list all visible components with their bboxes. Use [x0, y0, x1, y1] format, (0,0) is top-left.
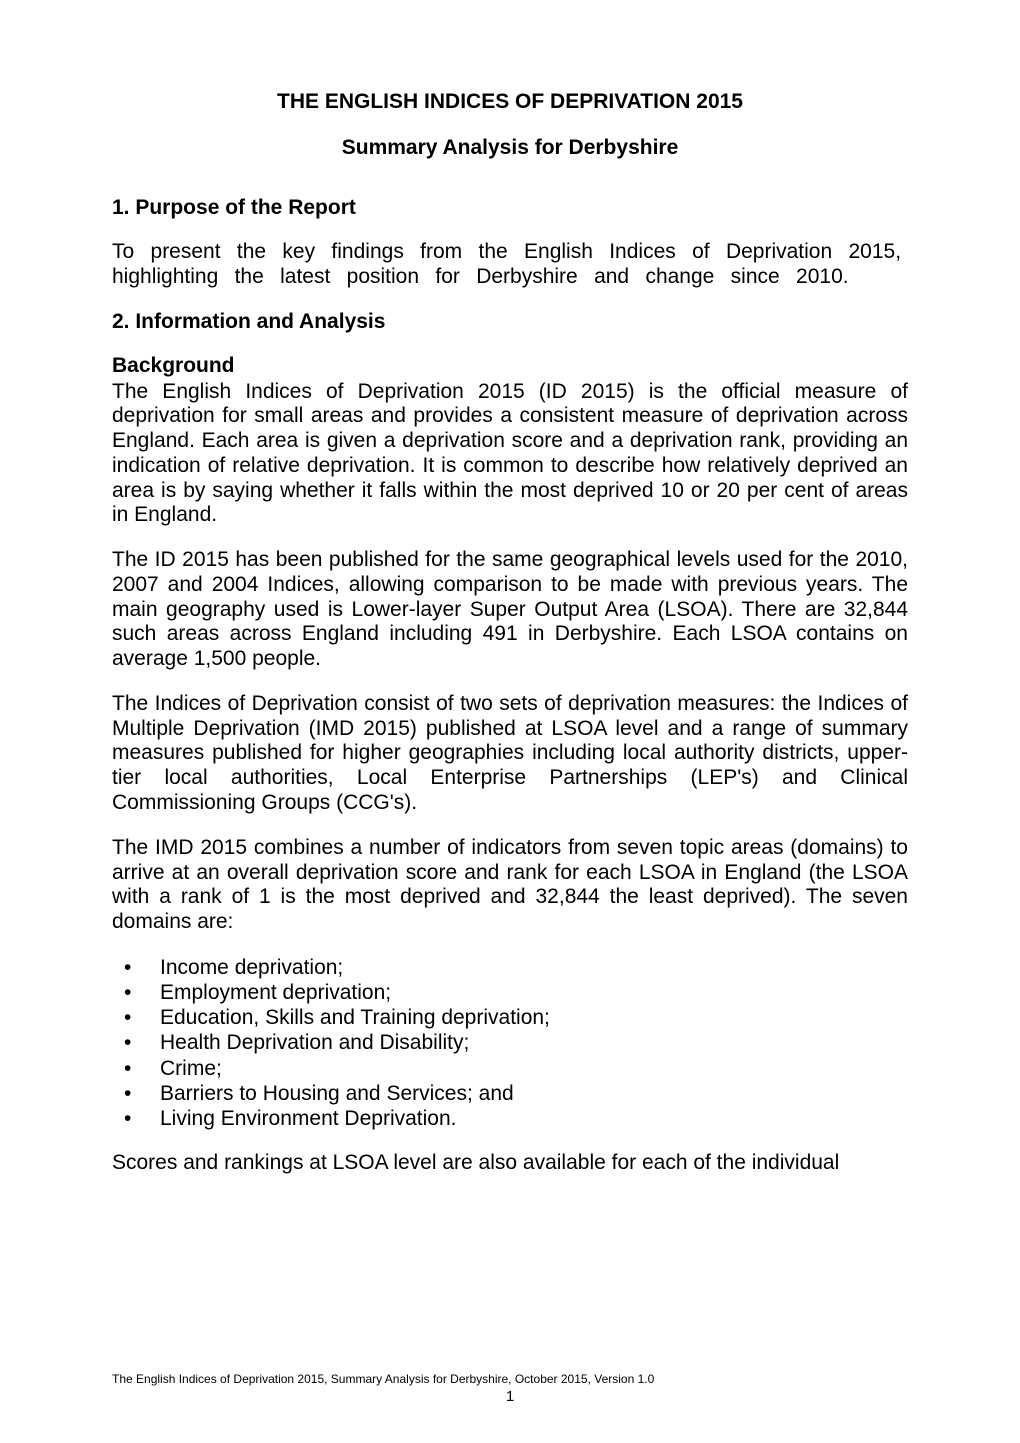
list-item: Crime; — [112, 1056, 908, 1081]
background-para-4: The IMD 2015 combines a number of indica… — [112, 836, 908, 935]
section-2-heading: 2. Information and Analysis — [112, 310, 908, 334]
background-para-5: Scores and rankings at LSOA level are al… — [112, 1151, 908, 1176]
document-title: THE ENGLISH INDICES OF DEPRIVATION 2015 — [112, 90, 908, 114]
list-item: Health Deprivation and Disability; — [112, 1030, 908, 1055]
footer-text: The English Indices of Deprivation 2015,… — [112, 1372, 908, 1386]
page-number: 1 — [112, 1388, 908, 1405]
document-subtitle: Summary Analysis for Derbyshire — [112, 136, 908, 160]
background-para-3: The Indices of Deprivation consist of tw… — [112, 692, 908, 816]
section-1-heading: 1. Purpose of the Report — [112, 196, 908, 220]
background-para-2: The ID 2015 has been published for the s… — [112, 548, 908, 672]
page-footer: The English Indices of Deprivation 2015,… — [112, 1372, 908, 1405]
list-item: Education, Skills and Training deprivati… — [112, 1005, 908, 1030]
list-item: Barriers to Housing and Services; and — [112, 1081, 908, 1106]
domains-list: Income deprivation; Employment deprivati… — [112, 955, 908, 1131]
list-item: Employment deprivation; — [112, 980, 908, 1005]
document-page: THE ENGLISH INDICES OF DEPRIVATION 2015 … — [0, 0, 1020, 1443]
section-1-para-1: To present the key findings from the Eng… — [112, 240, 908, 290]
background-heading: Background — [112, 354, 908, 378]
background-para-1: The English Indices of Deprivation 2015 … — [112, 380, 908, 529]
list-item: Income deprivation; — [112, 955, 908, 980]
list-item: Living Environment Deprivation. — [112, 1106, 908, 1131]
